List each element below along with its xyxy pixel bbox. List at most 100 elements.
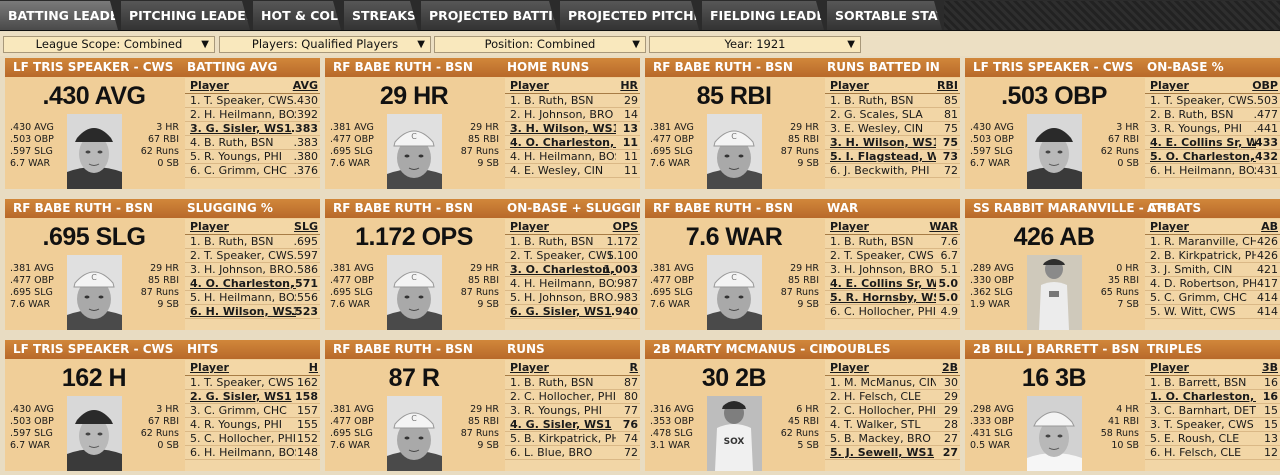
leader-player-name[interactable]: RF BABE RUTH - BSN: [333, 201, 473, 215]
leader-player[interactable]: 3. J. Smith, CIN: [1150, 263, 1233, 276]
column-header-player[interactable]: Player: [510, 361, 549, 374]
leader-row[interactable]: 4. O. Charleston, WS1.571: [185, 277, 320, 291]
leader-row[interactable]: 5. I. Flagstead, WS1 73: [825, 150, 960, 164]
tab-projected-batting[interactable]: PROJECTED BATTING: [421, 1, 557, 30]
column-header-player[interactable]: Player: [1150, 361, 1189, 374]
leader-row[interactable]: 1. B. Ruth, BSN 85: [825, 94, 960, 108]
tab-pitching-leaders[interactable]: PITCHING LEADERS: [121, 1, 250, 30]
leader-row[interactable]: 5. R. Youngs, PHI .380: [185, 150, 320, 164]
leader-player[interactable]: 3. G. Sisler, WS1: [190, 122, 292, 135]
leader-player-name[interactable]: 2B MARTY MCMANUS - CIN: [653, 342, 833, 356]
player-photo[interactable]: [1027, 396, 1082, 471]
leader-row[interactable]: 3. H. Johnson, BRO .586: [185, 263, 320, 277]
column-header-player[interactable]: Player: [830, 220, 869, 233]
leader-row[interactable]: 5. O. Charleston, WS1.432: [1145, 150, 1280, 164]
column-header-stat[interactable]: SLG: [294, 220, 318, 233]
leader-player[interactable]: 3. R. Youngs, PHI: [510, 404, 603, 417]
player-photo[interactable]: [1027, 255, 1082, 330]
leader-player-name[interactable]: LF TRIS SPEAKER - CWS: [973, 60, 1134, 74]
leader-player[interactable]: 4. O. Charleston, WS1: [510, 136, 616, 149]
league-scope-select[interactable]: League Scope: Combined ▼: [3, 36, 215, 53]
leader-row[interactable]: 2. G. Scales, SLA 81: [825, 108, 960, 122]
leader-player[interactable]: 1. R. Maranville, CHC: [1150, 235, 1256, 248]
leader-row[interactable]: 3. T. Speaker, CWS 15: [1145, 418, 1280, 432]
leader-player[interactable]: 5. B. Mackey, BRO: [830, 432, 931, 445]
player-photo[interactable]: C: [707, 114, 762, 189]
leader-player[interactable]: 6. H. Felsch, CLE: [1150, 446, 1242, 459]
leader-row[interactable]: 3. G. Sisler, WS1.383: [185, 122, 320, 136]
leader-player[interactable]: 4. B. Ruth, BSN: [190, 136, 274, 149]
leader-player[interactable]: 1. B. Ruth, BSN: [830, 94, 914, 107]
player-photo[interactable]: [67, 396, 122, 471]
leader-player[interactable]: 1. M. McManus, CIN: [830, 376, 936, 389]
leader-player[interactable]: 3. H. Wilson, WS1: [830, 136, 936, 149]
leader-player[interactable]: 4. E. Collins Sr, WS1: [830, 277, 936, 290]
leader-row[interactable]: 1. B. Ruth, BSN 29: [505, 94, 640, 108]
leader-player[interactable]: 5. C. Hollocher, PHI: [190, 432, 296, 445]
leader-player[interactable]: 6. L. Blue, BRO: [510, 446, 593, 459]
column-header-stat[interactable]: OBP: [1252, 79, 1278, 92]
leader-player[interactable]: 2. T. Speaker, CWS: [830, 249, 934, 262]
leader-player[interactable]: 4. G. Sisler, WS1: [510, 418, 612, 431]
leader-row[interactable]: 6. C. Grimm, CHC .376: [185, 164, 320, 178]
leader-player[interactable]: 6. H. Heilmann, BOS: [1150, 164, 1256, 177]
leader-row[interactable]: 3. H. Johnson, BRO 5.1: [825, 263, 960, 277]
column-header-stat[interactable]: WAR: [929, 220, 958, 233]
leader-player[interactable]: 4. D. Robertson, PHI: [1150, 277, 1256, 290]
leader-player[interactable]: 5. I. Flagstead, WS1: [830, 150, 936, 163]
leader-player[interactable]: 6. J. Beckwith, PHI: [830, 164, 930, 177]
leader-row[interactable]: 1. O. Charleston, WS1 16: [1145, 390, 1280, 404]
leader-player[interactable]: 1. B. Ruth, BSN: [830, 235, 914, 248]
leader-player[interactable]: 3. O. Charleston, WS1: [510, 263, 616, 276]
leader-player[interactable]: 1. B. Ruth, BSN: [510, 235, 594, 248]
leader-player-name[interactable]: RF BABE RUTH - BSN: [653, 201, 793, 215]
leader-row[interactable]: 6. C. Hollocher, PHI 4.9: [825, 305, 960, 319]
leader-row[interactable]: 3. H. Wilson, WS1 13: [505, 122, 640, 136]
leader-player[interactable]: 2. H. Heilmann, BOS: [190, 108, 296, 121]
leader-row[interactable]: 2. C. Hollocher, PHI 80: [505, 390, 640, 404]
leader-row[interactable]: 4. R. Youngs, PHI 155: [185, 418, 320, 432]
leader-player[interactable]: 3. H. Johnson, BRO: [830, 263, 934, 276]
leader-row[interactable]: 1. B. Ruth, BSN 87: [505, 376, 640, 390]
column-header-stat[interactable]: HR: [620, 79, 638, 92]
leader-player[interactable]: 3. T. Speaker, CWS: [1150, 418, 1254, 431]
column-header-player[interactable]: Player: [830, 79, 869, 92]
leader-row[interactable]: 3. H. Wilson, WS1 75: [825, 136, 960, 150]
leader-row[interactable]: 1. B. Ruth, BSN 7.6: [825, 235, 960, 249]
player-photo[interactable]: [67, 114, 122, 189]
leader-row[interactable]: 4. T. Walker, STL 28: [825, 418, 960, 432]
leader-player-name[interactable]: RF BABE RUTH - BSN: [333, 60, 473, 74]
leader-player[interactable]: 2. B. Ruth, BSN: [1150, 108, 1234, 121]
tab-streaks[interactable]: STREAKS: [344, 1, 418, 30]
leader-row[interactable]: 3. C. Grimm, CHC 157: [185, 404, 320, 418]
leader-row[interactable]: 5. B. Kirkpatrick, PHI 74: [505, 432, 640, 446]
column-header-stat[interactable]: RBI: [937, 79, 958, 92]
leader-row[interactable]: 2. B. Kirkpatrick, PHI 426: [1145, 249, 1280, 263]
leader-row[interactable]: 2. T. Speaker, CWS .597: [185, 249, 320, 263]
column-header-stat[interactable]: AVG: [292, 79, 318, 92]
leader-row[interactable]: 4. E. Wesley, CIN 11: [505, 164, 640, 178]
leader-row[interactable]: 5. H. Johnson, BRO .983: [505, 291, 640, 305]
leader-row[interactable]: 6. H. Heilmann, BOS 148: [185, 446, 320, 460]
leader-player[interactable]: 1. T. Speaker, CWS: [1150, 94, 1254, 107]
leader-row[interactable]: 5. B. Mackey, BRO 27: [825, 432, 960, 446]
leader-player[interactable]: 2. H. Felsch, CLE: [830, 390, 922, 403]
leader-player[interactable]: 3. R. Youngs, PHI: [1150, 122, 1243, 135]
leader-row[interactable]: 2. C. Hollocher, PHI 29: [825, 404, 960, 418]
leader-player[interactable]: 5. R. Hornsby, WS1: [830, 291, 936, 304]
leader-player[interactable]: 2. T. Speaker, CWS: [190, 249, 294, 262]
leader-player[interactable]: 2. B. Kirkpatrick, PHI: [1150, 249, 1256, 262]
column-header-stat[interactable]: 2B: [941, 361, 958, 374]
leader-player[interactable]: 2. H. Johnson, BRO: [510, 108, 614, 121]
leader-row[interactable]: 1. B. Barrett, BSN 16: [1145, 376, 1280, 390]
leader-row[interactable]: 5. W. Witt, CWS 414: [1145, 305, 1280, 319]
column-header-player[interactable]: Player: [190, 361, 229, 374]
leader-row[interactable]: 5. C. Grimm, CHC 414: [1145, 291, 1280, 305]
players-select[interactable]: Players: Qualified Players ▼: [219, 36, 431, 53]
leader-row[interactable]: 4. D. Robertson, PHI 417: [1145, 277, 1280, 291]
leader-row[interactable]: 1. R. Maranville, CHC 426: [1145, 235, 1280, 249]
leader-row[interactable]: 1. M. McManus, CIN 30: [825, 376, 960, 390]
leader-player[interactable]: 4. T. Walker, STL: [830, 418, 921, 431]
leader-row[interactable]: 2. T. Speaker, CWS 1.100: [505, 249, 640, 263]
